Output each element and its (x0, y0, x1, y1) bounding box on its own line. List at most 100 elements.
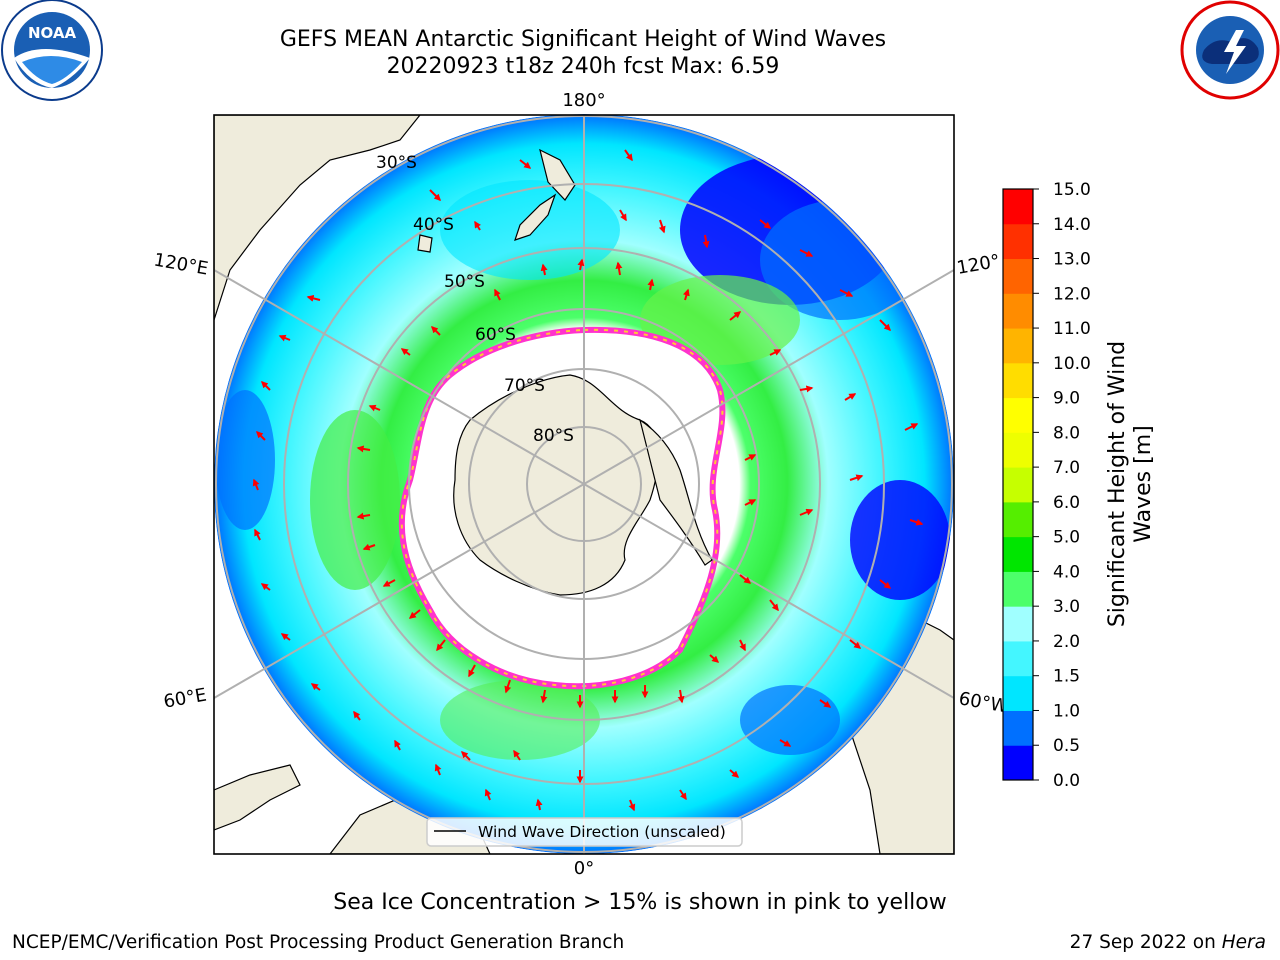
lat-label-70s: 70°S (504, 376, 545, 396)
colorbar-tick-label: 3.0 (1053, 597, 1080, 617)
lon-label-60e: 60°E (162, 684, 208, 712)
wave-arrow (519, 159, 532, 169)
wave-arrow (702, 234, 710, 249)
new-zealand-south-island (514, 193, 557, 241)
wave-arrow (615, 261, 623, 276)
wave-arrow (799, 249, 814, 257)
wave-arrow (535, 798, 543, 811)
wave-arrow (879, 579, 892, 589)
colorbar-bin (1003, 223, 1033, 260)
wave-arrow (504, 679, 512, 694)
colorbar-tick-label: 7.0 (1053, 458, 1080, 478)
wave-arrow (909, 518, 924, 526)
nws-logo (1180, 0, 1280, 100)
madagascar-land (214, 764, 301, 831)
wave-arrow (744, 454, 757, 461)
wave-arrow (431, 326, 441, 336)
colorbar-label-line2: Waves [m] (1131, 425, 1156, 542)
colorbar-bin (1003, 501, 1033, 538)
map-frame-border (213, 114, 955, 855)
colorbar-tick-label: 12.0 (1053, 284, 1091, 304)
colorbar-tick-label: 11.0 (1053, 319, 1091, 339)
high-wave-region-2 (310, 410, 400, 590)
colorbar-tick-label: 8.0 (1053, 423, 1080, 443)
noaa-logo-text: NOAA (28, 24, 77, 42)
lon-label-60w: 60°W (957, 688, 1010, 717)
wave-arrow (513, 749, 521, 761)
low-wave-region-southeast (850, 480, 950, 600)
colorbar-bin (1003, 571, 1033, 607)
colorbar-tick-label: 6.0 (1053, 493, 1080, 513)
wave-arrow (799, 508, 814, 516)
antarctic-peninsula (639, 418, 713, 566)
colorbar-bin (1003, 640, 1033, 677)
colorbar: 0.0 0.5 1.0 1.5 2.0 3.0 4.0 5.0 6.0 7.0 8.0 9.0 10.0… (1002, 180, 1156, 791)
credit-date: 27 Sep 2022 on (1069, 932, 1216, 953)
colorbar-tick-label: 2.0 (1053, 632, 1080, 652)
low-wave-region-west (215, 390, 275, 530)
wave-arrow (310, 683, 321, 691)
wave-arrow (799, 385, 814, 393)
lightning-bolt-icon (1224, 30, 1246, 74)
colorbar-ticks: 0.0 0.5 1.0 1.5 2.0 3.0 4.0 5.0 6.0 7.0 8.0 9.0 10.0… (1033, 180, 1091, 791)
colorbar-bin (1003, 710, 1033, 746)
wave-arrow (540, 263, 548, 276)
low-wave-region-south-atlantic (740, 685, 840, 755)
colorbar-tick-label: 0.0 (1053, 771, 1080, 791)
wave-arrow (624, 149, 633, 162)
legend-box (426, 817, 743, 847)
colorbar-bin (1003, 293, 1033, 329)
colorbar-bin (1003, 328, 1033, 364)
credit-left: NCEP/EMC/Verification Post Processing Pr… (12, 932, 625, 953)
graticule (214, 115, 954, 854)
wave-arrow (468, 664, 476, 678)
wave-arrow (647, 278, 655, 291)
meridian-60w (583, 483, 954, 699)
colorbar-tick-label: 1.0 (1053, 701, 1080, 721)
colorbar-bin (1003, 362, 1033, 399)
colorbar-bin (1003, 745, 1033, 781)
latitude-labels: 30°S 40°S 50°S 60°S 70°S 80°S (376, 153, 574, 446)
wave-arrow (849, 474, 864, 482)
wave-arrow (461, 751, 471, 761)
chart-title: GEFS MEAN Antarctic Significant Height o… (279, 27, 887, 52)
wave-arrow (709, 654, 720, 663)
wave-arrow (769, 599, 779, 612)
colorbar-bin (1003, 467, 1033, 503)
wave-arrow (260, 583, 271, 591)
sea-ice-caption: Sea Ice Concentration > 15% is shown in … (333, 890, 947, 915)
wave-arrow (429, 189, 441, 201)
wave-arrow (278, 334, 291, 342)
wave-arrow (280, 633, 291, 641)
noaa-logo-wave (22, 56, 82, 84)
wave-arrow (436, 639, 446, 652)
meridian-60e (214, 483, 585, 699)
wave-arrow (628, 799, 636, 812)
wave-arrow (356, 445, 371, 453)
lat-label-60s: 60°S (475, 325, 516, 345)
wave-arrow (759, 219, 772, 229)
wave-arrow (356, 512, 371, 520)
wave-arrow (353, 710, 361, 721)
colorbar-bin (1003, 258, 1033, 294)
wave-arrow (494, 288, 501, 301)
wave-arrow (484, 788, 492, 801)
chart-subtitle: 20220923 t18z 240h fcst Max: 6.59 (386, 54, 780, 79)
colorbar-label-line1: Significant Height of Wind (1105, 341, 1130, 627)
legend-label: Wind Wave Direction (unscaled) (478, 823, 726, 841)
wave-arrow (434, 763, 442, 776)
wave-arrow (677, 689, 685, 704)
australia-land (214, 115, 421, 321)
colorbar-tick-label: 0.5 (1053, 736, 1080, 756)
wave-arrow (904, 423, 919, 431)
lon-label-0: 0° (574, 858, 594, 879)
wave-arrow (306, 294, 321, 302)
high-wave-region-3 (440, 680, 600, 760)
colorbar-bin (1003, 397, 1033, 433)
colorbar-tick-label: 9.0 (1053, 389, 1080, 409)
colorbar-bin (1003, 606, 1033, 642)
meridian-120w (583, 269, 954, 485)
lon-label-180: 180° (562, 90, 605, 111)
wave-arrow (729, 311, 742, 321)
high-wave-region-1 (640, 275, 800, 365)
